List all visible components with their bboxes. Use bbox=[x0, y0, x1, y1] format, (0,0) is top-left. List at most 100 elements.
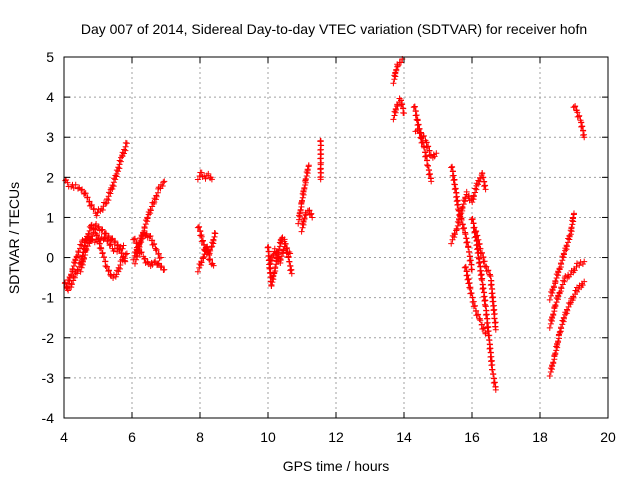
data-point bbox=[576, 112, 583, 119]
data-point bbox=[572, 287, 579, 294]
y-tick-label: -1 bbox=[42, 290, 55, 306]
data-point bbox=[202, 175, 209, 182]
data-point bbox=[270, 273, 277, 280]
data-point bbox=[209, 239, 216, 246]
data-point bbox=[131, 260, 138, 267]
data-point bbox=[83, 246, 90, 253]
data-point bbox=[112, 172, 119, 179]
data-point bbox=[95, 223, 102, 230]
data-point bbox=[579, 282, 586, 289]
data-point bbox=[546, 373, 553, 380]
data-point bbox=[468, 289, 475, 296]
data-point bbox=[63, 284, 70, 291]
data-point bbox=[550, 360, 557, 367]
data-point bbox=[64, 179, 71, 186]
data-point bbox=[205, 170, 212, 177]
data-point bbox=[285, 254, 292, 261]
data-point bbox=[568, 225, 575, 232]
y-tick-label: 1 bbox=[46, 209, 54, 225]
data-point bbox=[487, 273, 494, 280]
data-point bbox=[273, 249, 280, 256]
data-point bbox=[489, 366, 496, 373]
data-point bbox=[309, 214, 316, 221]
data-point bbox=[469, 266, 475, 273]
data-point bbox=[102, 200, 109, 207]
data-point bbox=[157, 264, 164, 271]
x-tick-label: 18 bbox=[532, 429, 548, 445]
data-point bbox=[462, 230, 469, 237]
data-point bbox=[123, 250, 130, 257]
x-tick-label: 10 bbox=[260, 429, 276, 445]
data-point bbox=[449, 163, 456, 170]
data-point bbox=[392, 70, 399, 77]
data-point bbox=[426, 170, 433, 177]
data-point bbox=[301, 185, 308, 192]
data-point bbox=[284, 245, 291, 252]
data-point bbox=[465, 193, 472, 200]
data-point bbox=[103, 230, 110, 237]
data-point bbox=[101, 254, 108, 261]
data-point bbox=[492, 323, 499, 330]
data-point bbox=[212, 230, 219, 237]
data-point bbox=[152, 258, 159, 265]
data-point bbox=[555, 293, 562, 300]
data-point bbox=[421, 144, 428, 151]
data-point bbox=[116, 245, 123, 252]
data-point bbox=[420, 133, 427, 140]
data-point bbox=[138, 239, 145, 246]
data-point bbox=[65, 287, 72, 294]
data-point bbox=[78, 187, 85, 194]
data-point bbox=[569, 215, 576, 222]
data-point bbox=[300, 188, 307, 195]
data-point bbox=[147, 207, 154, 214]
data-point bbox=[485, 332, 492, 339]
data-point bbox=[296, 210, 303, 217]
y-tick-label: 2 bbox=[46, 169, 54, 185]
data-point bbox=[153, 247, 160, 254]
data-point bbox=[308, 210, 315, 217]
data-point bbox=[572, 103, 579, 110]
data-point bbox=[138, 249, 145, 256]
data-point bbox=[194, 176, 201, 183]
data-point bbox=[144, 215, 151, 222]
data-point bbox=[108, 236, 115, 243]
data-point bbox=[102, 262, 109, 269]
data-point bbox=[570, 104, 577, 111]
data-point bbox=[161, 266, 168, 273]
data-point bbox=[68, 272, 75, 279]
data-point bbox=[401, 110, 407, 117]
data-point bbox=[394, 62, 401, 69]
data-point bbox=[123, 140, 130, 147]
data-point bbox=[94, 231, 101, 238]
data-point bbox=[394, 102, 401, 109]
data-point bbox=[471, 302, 478, 309]
data-point bbox=[431, 153, 438, 160]
chart-title: Day 007 of 2014, Sidereal Day-to-day VTE… bbox=[81, 21, 587, 37]
data-point bbox=[288, 270, 295, 277]
data-point bbox=[277, 237, 284, 244]
data-point bbox=[462, 263, 469, 270]
data-point bbox=[106, 267, 113, 274]
data-point bbox=[463, 188, 470, 195]
data-point bbox=[480, 174, 487, 181]
data-point bbox=[452, 185, 459, 192]
data-point bbox=[482, 182, 489, 189]
data-point bbox=[297, 207, 304, 214]
data-point bbox=[153, 246, 160, 253]
data-point bbox=[555, 269, 562, 276]
data-point bbox=[556, 266, 563, 273]
data-point bbox=[456, 216, 463, 223]
data-point bbox=[200, 255, 207, 262]
x-tick-label: 20 bbox=[600, 429, 616, 445]
data-point bbox=[155, 260, 162, 267]
y-tick-label: -2 bbox=[42, 330, 55, 346]
data-point bbox=[579, 123, 586, 130]
data-point bbox=[486, 336, 493, 343]
data-point bbox=[488, 281, 495, 288]
data-point bbox=[69, 266, 76, 273]
data-point bbox=[480, 325, 487, 332]
data-point bbox=[483, 311, 490, 318]
data-point bbox=[198, 169, 205, 176]
data-point bbox=[546, 296, 553, 303]
data-point bbox=[157, 254, 164, 261]
